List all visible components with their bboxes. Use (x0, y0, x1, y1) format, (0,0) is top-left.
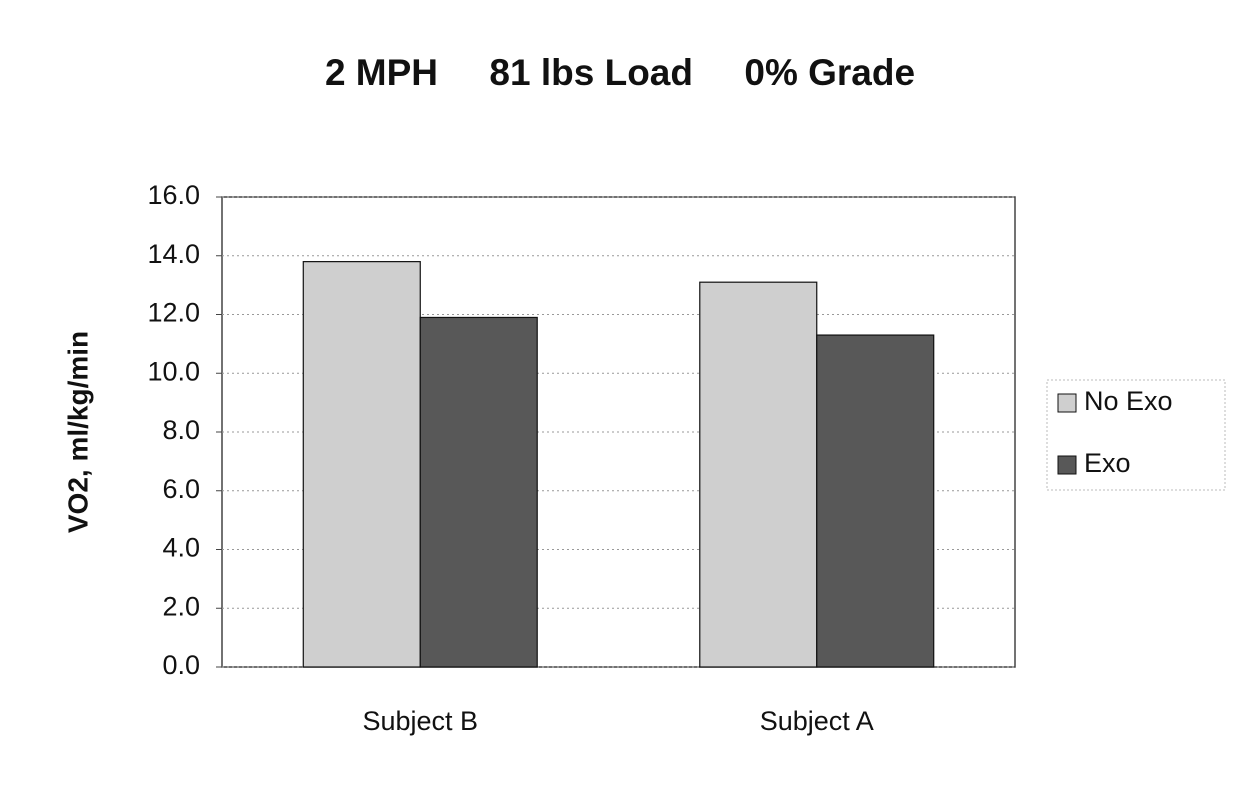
y-tick-label: 4.0 (162, 533, 200, 563)
bar (419, 316, 538, 668)
y-tick-label: 8.0 (162, 415, 200, 445)
legend-label: No Exo (1084, 386, 1173, 416)
bar (302, 261, 421, 668)
legend-swatch (1057, 393, 1077, 413)
legend-label: Exo (1084, 448, 1131, 478)
bar (816, 334, 935, 668)
x-tick-label: Subject B (362, 706, 478, 736)
y-tick-label: 10.0 (147, 356, 200, 386)
legend-box (1046, 379, 1226, 491)
y-axis-label: VO2, ml/kg/min (62, 331, 93, 533)
y-tick-label: 2.0 (162, 591, 200, 621)
y-tick-label: 6.0 (162, 474, 200, 504)
chart-title: 2 MPH 81 lbs Load 0% Grade (325, 52, 915, 93)
y-tick-label: 16.0 (147, 180, 200, 210)
x-tick-label: Subject A (760, 706, 874, 736)
legend-swatch (1057, 455, 1077, 475)
y-tick-label: 0.0 (162, 650, 200, 680)
y-tick-label: 14.0 (147, 239, 200, 269)
y-tick-label: 12.0 (147, 298, 200, 328)
bar (699, 281, 818, 668)
